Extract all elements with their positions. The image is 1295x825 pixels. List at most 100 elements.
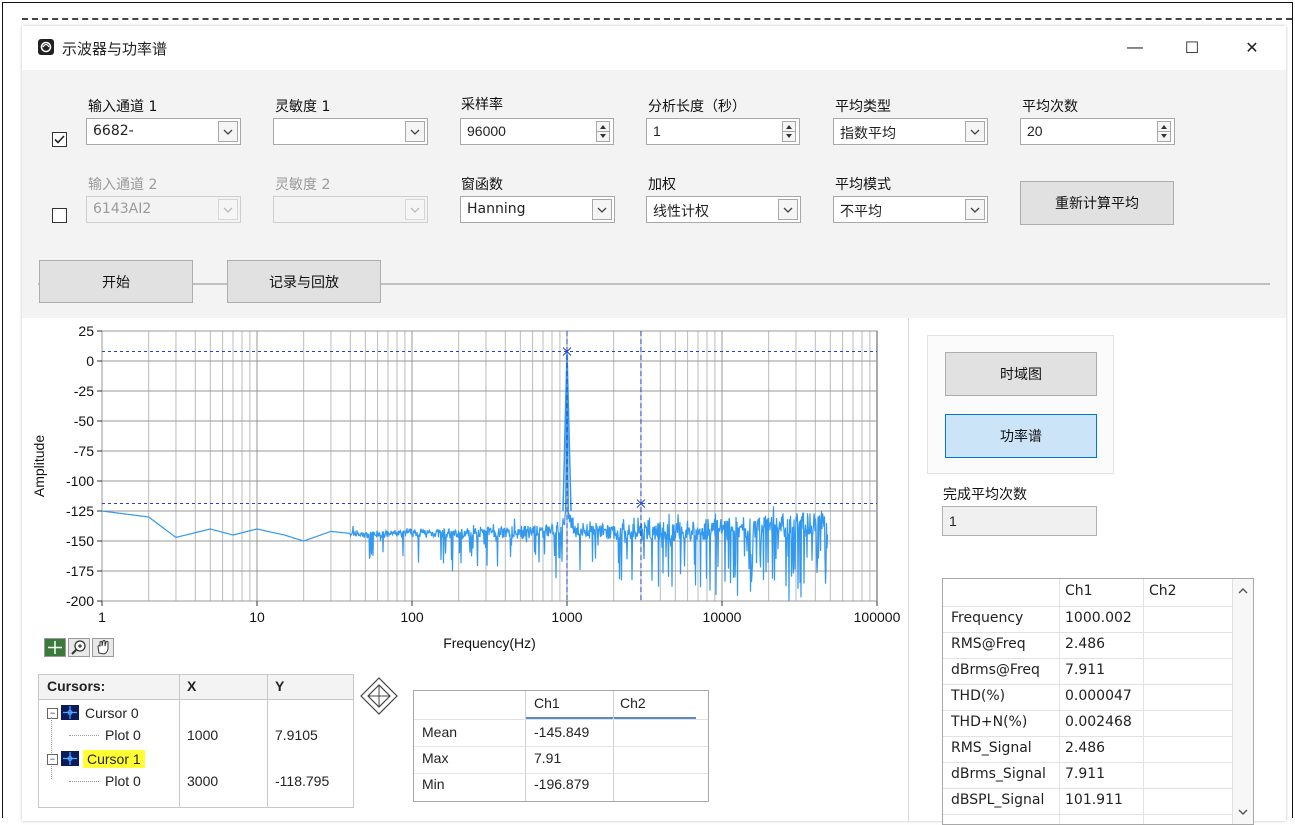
power-spectrum-button[interactable]: 功率谱 [945,414,1097,458]
avg-mode-label: 平均模式 [835,177,891,193]
measure-label: RMS@Freq [951,636,1026,652]
avg-type-label: 平均类型 [835,99,891,115]
chevron-down-icon[interactable] [965,121,985,142]
y-tick-label: -50 [74,413,94,429]
measure-ch1: 2.486 [1065,636,1106,652]
zoom-tool-icon[interactable] [68,638,90,657]
completed-avg-value: 1 [949,513,957,529]
avg-count-stepper[interactable]: 20 [1020,118,1175,145]
x-tick-label: 100 [400,609,424,625]
cursor-move-icon[interactable] [359,676,399,716]
measure-row: RMS_Signal 2.486 [943,736,1233,763]
minimize-icon: — [1127,39,1143,56]
window-title: 示波器与功率谱 [62,40,168,58]
minimize-button[interactable]: — [1112,34,1158,62]
measure-row: dBrms_Signal 7.911 [943,762,1233,789]
cursor-0-name[interactable]: Cursor 0 [85,705,139,721]
analysis-length-stepper[interactable]: 1 [646,118,800,145]
cursor-tool-icon[interactable] [44,638,66,657]
channel1-value: 6682- [93,123,134,139]
measure-label: dBSPL_Signal [951,792,1045,808]
measure-row: Frequency 1000.002 [943,606,1233,633]
plot-area [101,330,878,602]
channel2-select[interactable]: 6143AI2 [86,196,241,223]
avg-type-value: 指数平均 [840,126,896,142]
scroll-down-icon[interactable] [1238,809,1248,815]
cursor-1-x: 3000 [187,773,219,789]
chevron-down-icon[interactable] [218,199,238,220]
sensitivity1-select[interactable] [273,118,428,145]
measure-label: THD+N(%) [951,714,1028,730]
stats-row-label: Max [422,750,449,766]
recalc-average-button[interactable]: 重新计算平均 [1020,181,1174,225]
spectrum-trace [101,354,829,602]
measure-row: RMS@Freq 2.486 [943,632,1233,659]
record-playback-button[interactable]: 记录与回放 [227,260,381,303]
measure-label: Frequency [951,610,1024,626]
y-tick-label: -25 [74,383,94,399]
chevron-down-icon[interactable] [405,121,425,142]
cursor-1-y: -118.795 [275,773,330,789]
measure-scrollbar[interactable] [1232,579,1253,824]
chevron-down-icon[interactable] [778,199,798,220]
maximize-icon: ☐ [1184,40,1200,57]
chevron-down-icon[interactable] [965,199,985,220]
maximize-button[interactable]: ☐ [1169,34,1215,62]
collapse-icon[interactable]: − [47,708,58,719]
sample-rate-stepper[interactable]: 96000 [460,118,614,145]
cursor-1-name[interactable]: Cursor 1 [83,750,145,768]
stepper-arrows-icon[interactable] [1157,121,1171,142]
collapse-icon[interactable]: − [47,754,58,765]
measure-row: THD+N(%) 0.002468 [943,710,1233,737]
close-icon: ✕ [1245,40,1259,57]
cursor-0-x: 1000 [187,727,219,743]
y-axis-label: Amplitude [31,435,47,497]
title-bar: 示波器与功率谱 — ☐ ✕ [22,26,1286,70]
stats-row-label: Min [422,776,445,792]
measure-ch1: 1000.002 [1065,610,1132,626]
chevron-down-icon[interactable] [218,121,238,142]
avg-mode-select[interactable]: 不平均 [833,196,988,223]
avg-count-value: 20 [1027,123,1043,139]
cursors-x-header: X [187,678,197,694]
scroll-up-icon[interactable] [1238,588,1248,594]
pan-hand-icon[interactable] [92,638,114,657]
vertical-divider [908,318,909,821]
cursor-0-plot: Plot 0 [105,727,141,743]
measure-row: dBrms@Freq 7.911 [943,658,1233,685]
analysis-length-label: 分析长度（秒） [648,99,746,115]
channel1-checkbox[interactable] [52,132,67,147]
y-tick-label: -175 [66,563,94,579]
window-fn-select[interactable]: Hanning [460,196,615,223]
stats-row-ch1: -145.849 [534,724,590,740]
chevron-down-icon[interactable] [592,199,612,220]
weighting-select[interactable]: 线性计权 [646,196,801,223]
stats-row-ch1: -196.879 [534,776,590,792]
dashed-border [22,18,1292,20]
measure-ch1: 0.002468 [1065,714,1132,730]
time-domain-button[interactable]: 时域图 [945,352,1097,396]
sample-rate-label: 采样率 [461,97,503,113]
y-tick-label: -150 [66,533,94,549]
sensitivity2-select[interactable] [273,196,428,223]
channel2-checkbox[interactable] [52,208,67,223]
channel1-select[interactable]: 6682- [86,118,241,145]
completed-avg-field: 1 [942,506,1097,536]
chevron-down-icon[interactable] [405,199,425,220]
window-fn-value: Hanning [467,201,526,217]
measure-ch1: 7.911 [1065,662,1106,678]
stats-table: Ch1 Ch2 Mean -145.849 Max 7.91 Min -196.… [413,690,709,802]
cursors-y-header: Y [275,678,285,694]
close-button[interactable]: ✕ [1229,34,1275,62]
avg-type-select[interactable]: 指数平均 [833,118,988,145]
stepper-arrows-icon[interactable] [596,121,610,142]
measure-label: dBrms@Freq [951,662,1040,678]
y-tick-label: 25 [78,323,94,339]
start-button[interactable]: 开始 [39,260,193,303]
stats-ch2-header: Ch2 [620,695,646,711]
app-window: 示波器与功率谱 — ☐ ✕ 输入通道 1 6682- 灵敏度 1 采样率 960… [22,26,1286,825]
settings-panel: 输入通道 1 6682- 灵敏度 1 采样率 96000 分析长度（秒） 1 平… [22,70,1286,318]
stepper-arrows-icon[interactable] [782,121,796,142]
